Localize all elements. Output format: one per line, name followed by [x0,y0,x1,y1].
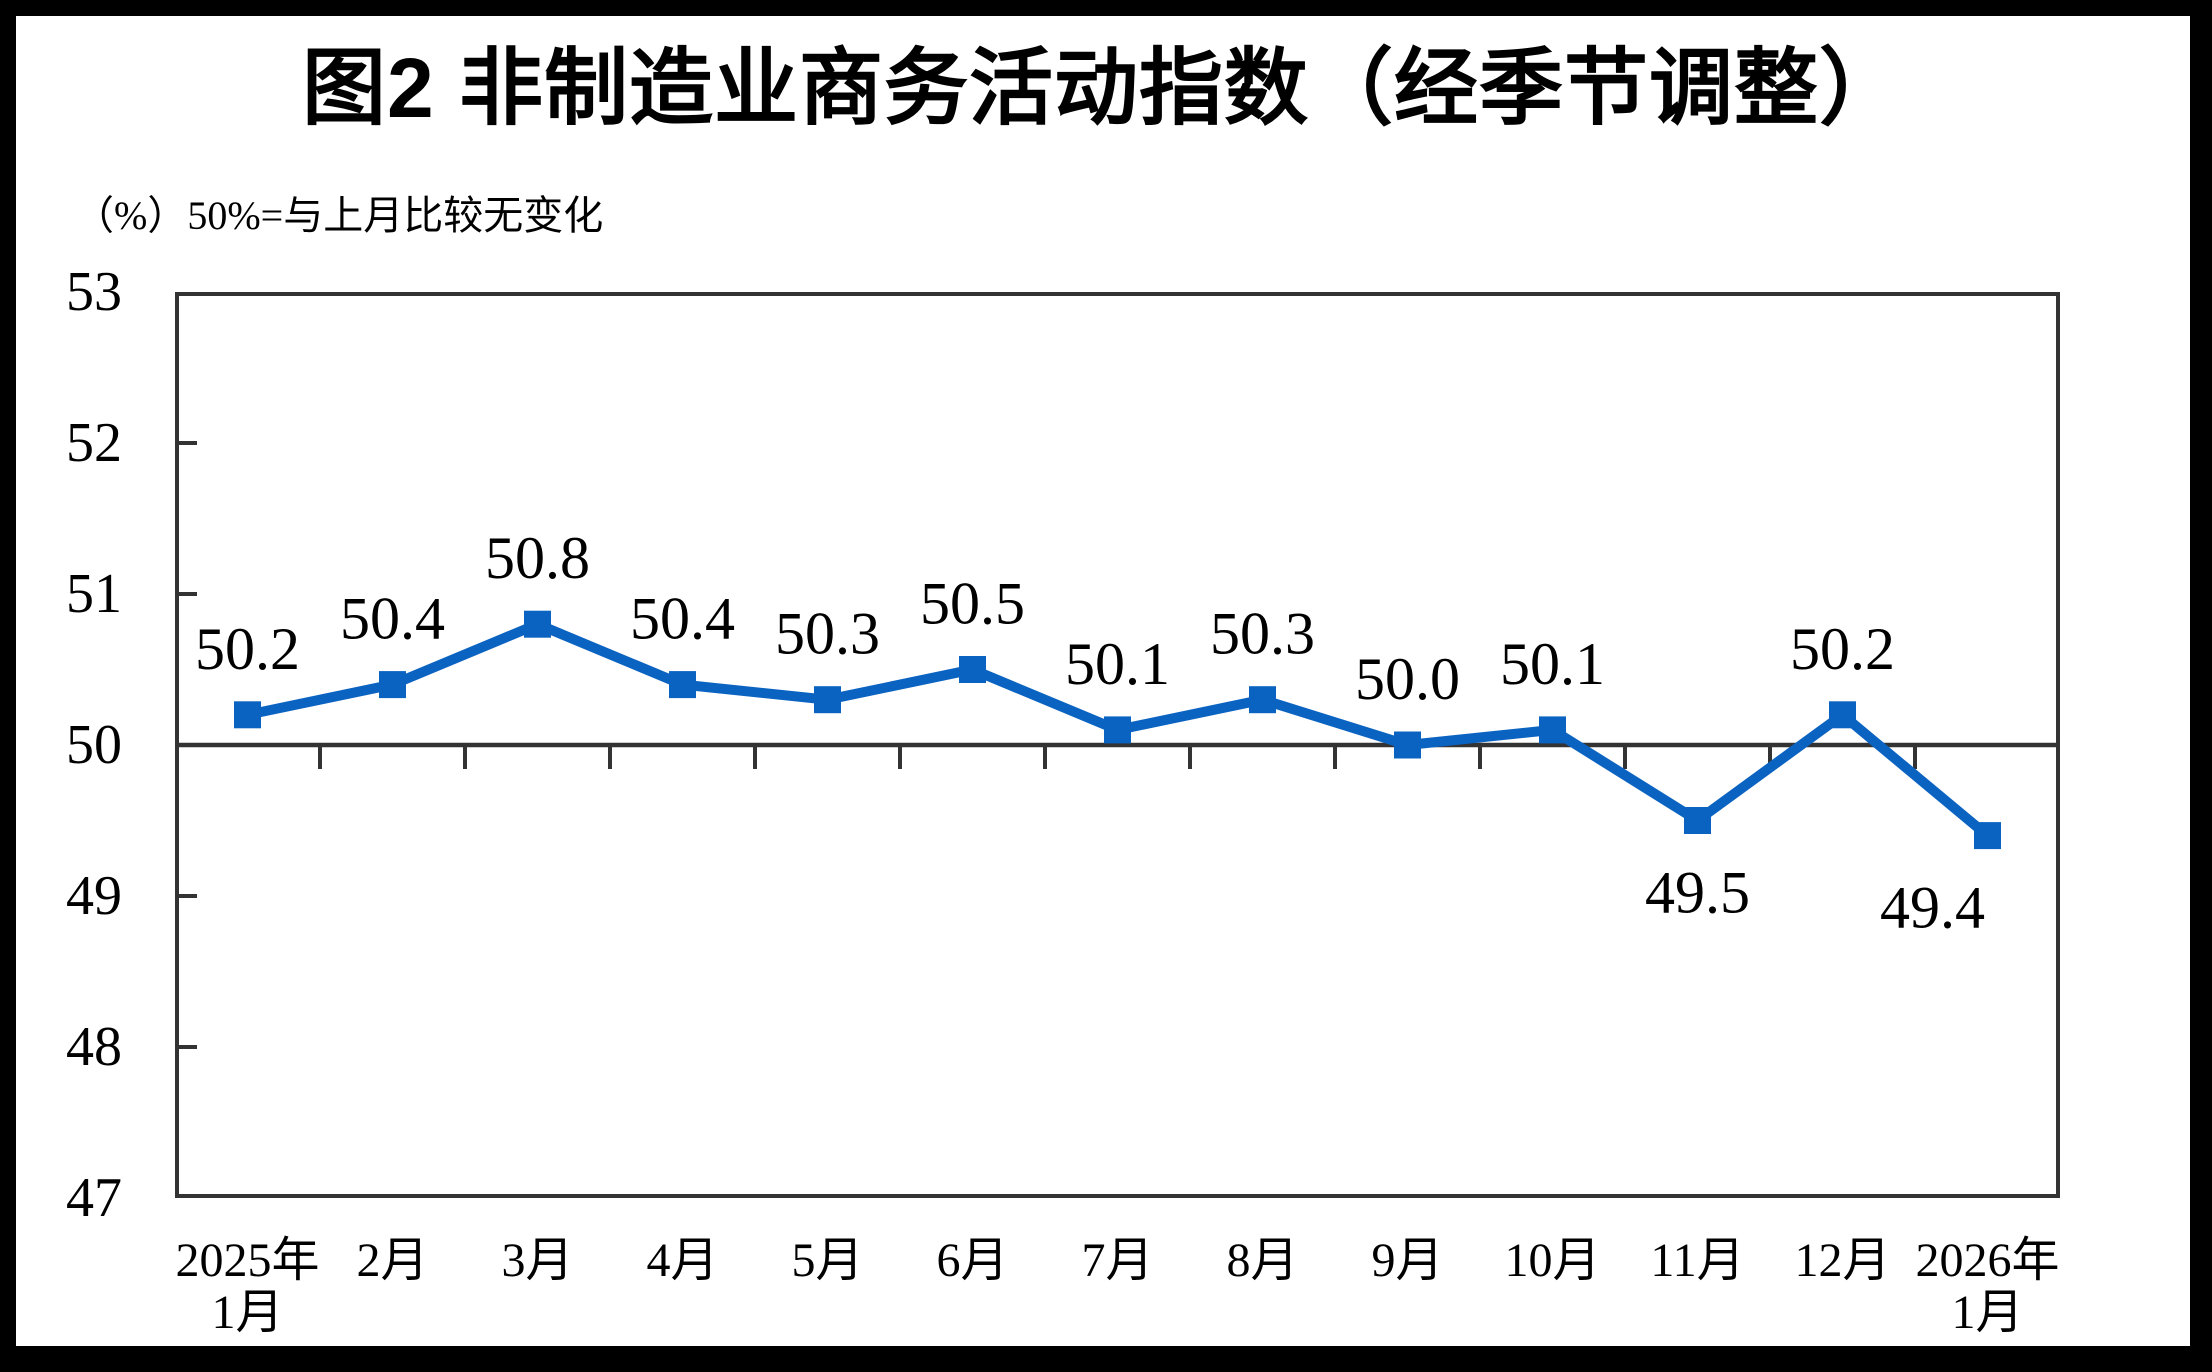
chart-title: 图2 非制造业商务活动指数（经季节调整） [301,41,1905,135]
axis-unit-note: （%）50%=与上月比较无变化 [74,193,604,238]
x-axis-label: 9月 [1371,1234,1444,1287]
x-axis-label: 3月 [501,1234,574,1287]
x-axis-label: 2025年 [175,1234,320,1287]
y-axis-label: 49 [66,865,122,927]
x-axis-label: 2月 [356,1234,429,1287]
data-label: 50.5 [920,571,1025,637]
x-axis-label: 7月 [1081,1234,1154,1287]
x-axis-label: 8月 [1226,1234,1299,1287]
chart-canvas: 图2 非制造业商务活动指数（经季节调整） （%）50%=与上月比较无变化 50.… [16,16,2190,1346]
data-label: 50.8 [485,525,590,591]
data-point-marker [1249,686,1276,714]
data-label: 50.2 [1790,616,1895,682]
x-axis-label: 10月 [1504,1234,1601,1287]
data-label: 50.0 [1355,646,1460,712]
data-point-marker [1104,716,1131,744]
data-label: 50.1 [1500,631,1605,697]
data-label: 50.2 [195,616,300,682]
y-axis-label: 48 [66,1016,122,1078]
x-axis-label: 6月 [936,1234,1009,1287]
y-axis-label: 52 [66,412,122,474]
x-axis-label: 4月 [646,1234,719,1287]
data-point-marker [669,671,696,699]
x-axis-sublabel: 1月 [211,1286,284,1339]
data-point-marker [524,610,551,638]
data-point-marker [1394,731,1421,759]
data-point-marker [1974,822,2001,850]
data-label: 49.5 [1645,860,1750,926]
data-point-marker [814,686,841,714]
x-axis-label: 2026年 [1915,1234,2060,1287]
data-label: 50.1 [1065,631,1170,697]
data-point-marker [1539,716,1566,744]
y-axis-label: 50 [66,714,122,776]
y-axis-label: 53 [66,261,122,323]
data-point-marker [379,671,406,699]
x-axis-label: 5月 [791,1234,864,1287]
data-label: 50.4 [340,586,445,652]
data-label: 49.4 [1880,875,1985,941]
data-point-marker [234,701,261,729]
plot-area: 50.2 50.4 50.8 50.4 50.3 50.5 50.1 50.3 50.0 50.1… [175,292,2060,1198]
data-label: 50.4 [630,586,735,652]
data-label: 50.3 [775,601,880,667]
data-label: 50.3 [1210,601,1315,667]
x-axis-sublabel: 1月 [1951,1286,2024,1339]
y-axis-label: 47 [66,1167,122,1229]
x-axis-label: 12月 [1794,1234,1891,1287]
data-point-marker [1684,807,1711,834]
x-axis-label: 11月 [1650,1234,1745,1287]
y-axis-label: 51 [66,563,122,625]
data-point-marker [1829,701,1856,729]
data-point-marker [959,656,986,683]
